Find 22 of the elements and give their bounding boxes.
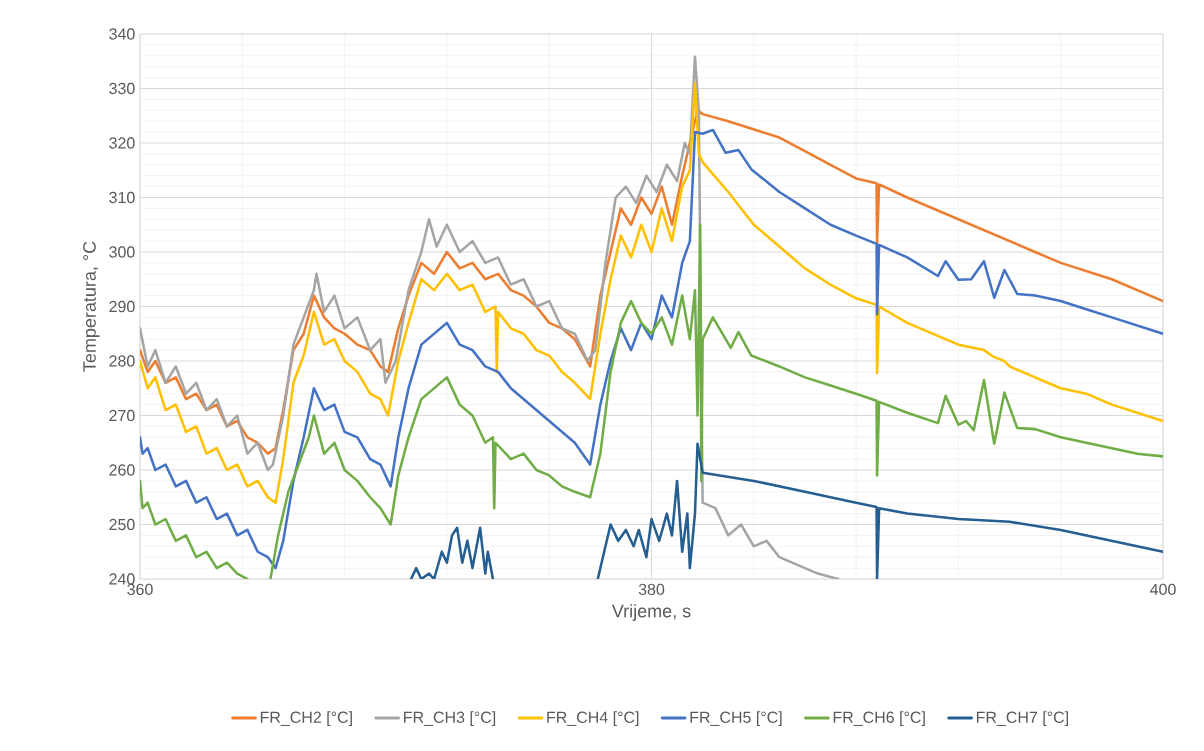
x-axis-title: Vrijeme, s [611, 604, 691, 621]
x-tick-label: 360 [127, 583, 153, 596]
y-tick-label: 270 [109, 409, 135, 422]
legend-label: FR_CH4 [°C] [547, 711, 639, 727]
y-tick-label: 290 [109, 300, 135, 313]
y-axis-title: Temperatura, °C [83, 241, 100, 372]
legend-label: FR_CH6 [°C] [833, 711, 925, 727]
x-tick-label: 380 [638, 583, 665, 596]
legend-label: FR_CH3 [°C] [404, 711, 496, 727]
y-tick-label: 280 [109, 355, 135, 367]
y-tick-label: 260 [109, 464, 135, 476]
legend-label: FR_CH7 [°C] [976, 711, 1068, 727]
legend-label: FR_CH5 [°C] [690, 711, 782, 727]
y-tick-label: 300 [109, 246, 135, 258]
y-tick-label: 240 [109, 573, 135, 585]
x-tick-label: 400 [1150, 583, 1176, 596]
y-tick-label: 330 [109, 82, 135, 95]
legend-label: FR_CH2 [°C] [260, 711, 352, 727]
y-tick-label: 320 [109, 137, 135, 149]
y-tick-label: 250 [109, 518, 135, 531]
y-tick-label: 310 [109, 191, 135, 204]
y-tick-label: 340 [109, 28, 135, 40]
